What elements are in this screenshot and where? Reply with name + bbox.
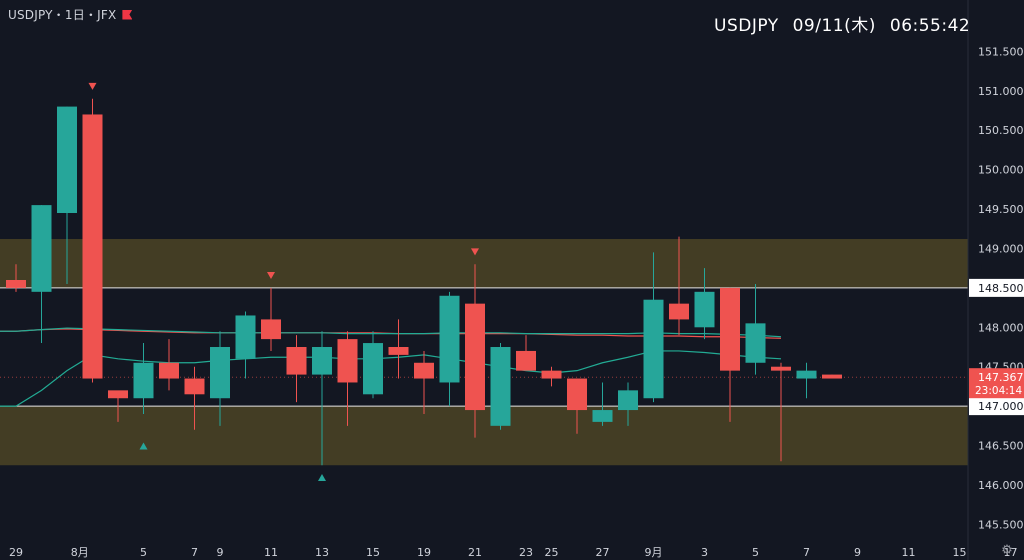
level-label-box bbox=[969, 397, 1024, 416]
x-tick-label: 5 bbox=[140, 546, 147, 559]
x-tick-label: 21 bbox=[468, 546, 482, 559]
candle-body[interactable] bbox=[337, 339, 358, 383]
current-price-label: 147.367 bbox=[978, 371, 1024, 384]
x-tick-label: 8月 bbox=[71, 546, 89, 559]
candle-body[interactable] bbox=[669, 303, 689, 320]
level-label: 147.000 bbox=[978, 400, 1024, 413]
candle-body[interactable] bbox=[745, 323, 766, 363]
x-tick-label: 9 bbox=[217, 546, 224, 559]
x-tick-label: 7 bbox=[191, 546, 198, 559]
x-tick-label: 29 bbox=[9, 546, 23, 559]
x-tick-label: 11 bbox=[902, 546, 916, 559]
support-resistance-zone bbox=[0, 406, 968, 466]
candle-body[interactable] bbox=[796, 370, 817, 379]
clock-time: 06:55:42 bbox=[889, 16, 971, 36]
candle-body[interactable] bbox=[261, 319, 281, 340]
candle-body[interactable] bbox=[82, 114, 103, 379]
x-tick-label: 27 bbox=[596, 546, 610, 559]
x-tick-label: 15 bbox=[366, 546, 380, 559]
candle-body[interactable] bbox=[567, 378, 587, 411]
y-tick-label: 149.000 bbox=[978, 242, 1024, 255]
clock-display: USDJPY 09/11(木) 06:55:42 bbox=[714, 11, 970, 36]
x-tick-label: 9 bbox=[854, 546, 861, 559]
candle-body[interactable] bbox=[184, 378, 205, 395]
y-tick-label: 146.000 bbox=[978, 479, 1024, 492]
x-tick-label: 9月 bbox=[645, 546, 663, 559]
candle-body[interactable] bbox=[286, 347, 307, 375]
countdown-label: 23:04:14 bbox=[975, 385, 1022, 397]
candle-body[interactable] bbox=[516, 350, 536, 371]
flag-icon[interactable] bbox=[122, 9, 133, 20]
support-resistance-zone bbox=[0, 239, 968, 288]
candle-body[interactable] bbox=[235, 315, 256, 359]
x-tick-label: 7 bbox=[803, 546, 810, 559]
y-tick-label: 150.000 bbox=[978, 164, 1024, 177]
signal-marker-down bbox=[471, 248, 479, 256]
level-label-box bbox=[969, 278, 1024, 297]
candle-body[interactable] bbox=[388, 347, 409, 355]
candle-body[interactable] bbox=[771, 366, 791, 371]
candle-body[interactable] bbox=[592, 410, 613, 422]
signal-marker-down bbox=[267, 272, 275, 280]
candle-body[interactable] bbox=[643, 299, 664, 399]
candle-body[interactable] bbox=[414, 362, 434, 379]
candle-body[interactable] bbox=[6, 280, 26, 288]
signal-marker-up bbox=[139, 442, 148, 450]
candle-body[interactable] bbox=[312, 347, 332, 375]
candle-body[interactable] bbox=[363, 343, 383, 395]
x-tick-label: 13 bbox=[315, 546, 329, 559]
candle-body[interactable] bbox=[720, 287, 740, 371]
x-tick-label: 3 bbox=[701, 546, 708, 559]
candle-body[interactable] bbox=[31, 205, 52, 292]
candle-body[interactable] bbox=[541, 370, 562, 379]
candle-body[interactable] bbox=[465, 303, 485, 411]
candle-body[interactable] bbox=[490, 347, 511, 426]
y-tick-label: 151.500 bbox=[978, 45, 1024, 58]
candle-body[interactable] bbox=[57, 106, 77, 213]
clock-symbol: USDJPY bbox=[714, 16, 779, 36]
symbol-header[interactable]: USDJPY・1日・JFX bbox=[8, 6, 133, 23]
candle-body[interactable] bbox=[133, 362, 154, 399]
y-tick-label: 145.500 bbox=[978, 518, 1024, 531]
x-tick-label: 23 bbox=[519, 546, 533, 559]
candle-body[interactable] bbox=[694, 291, 715, 328]
candle-body[interactable] bbox=[108, 390, 128, 399]
x-tick-label: 17 bbox=[1004, 546, 1018, 559]
y-tick-label: 146.500 bbox=[978, 440, 1024, 453]
candle-body[interactable] bbox=[618, 390, 638, 411]
x-tick-label: 19 bbox=[417, 546, 431, 559]
candle-body[interactable] bbox=[439, 295, 460, 383]
candle-body[interactable] bbox=[210, 347, 230, 399]
x-tick-label: 15 bbox=[953, 546, 967, 559]
x-tick-label: 5 bbox=[752, 546, 759, 559]
y-tick-label: 150.500 bbox=[978, 124, 1024, 137]
y-tick-label: 149.500 bbox=[978, 203, 1024, 216]
signal-marker-down bbox=[88, 82, 97, 90]
clock-date: 09/11(木) bbox=[792, 16, 876, 36]
settings-gear-icon[interactable]: ⚙ bbox=[1001, 543, 1013, 558]
x-tick-label: 11 bbox=[264, 546, 278, 559]
signal-marker-up bbox=[318, 474, 326, 482]
level-label: 148.500 bbox=[978, 282, 1024, 295]
y-tick-label: 151.000 bbox=[978, 85, 1024, 98]
current-price-box bbox=[969, 368, 1024, 399]
symbol-text: USDJPY・1日・JFX bbox=[8, 8, 117, 22]
candle-body[interactable] bbox=[159, 362, 179, 379]
y-tick-label: 148.000 bbox=[978, 321, 1024, 334]
x-tick-label: 25 bbox=[545, 546, 559, 559]
candle-body[interactable] bbox=[822, 374, 842, 379]
